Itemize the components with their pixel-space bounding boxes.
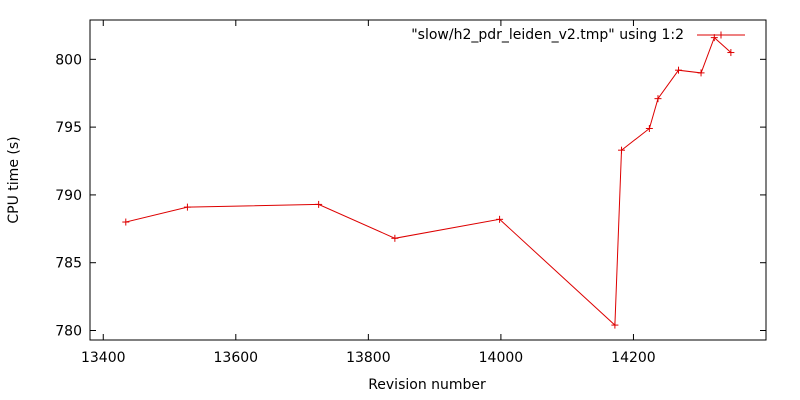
x-tick-label: 13800 xyxy=(346,350,391,366)
data-point xyxy=(611,321,619,329)
y-tick-label: 790 xyxy=(55,188,82,204)
y-tick-label: 795 xyxy=(55,120,82,136)
data-point xyxy=(618,146,626,154)
data-point xyxy=(496,215,504,223)
data-point xyxy=(697,69,705,77)
legend-marker xyxy=(717,31,725,39)
series-line xyxy=(125,36,732,327)
legend-marker-plus xyxy=(717,31,725,39)
legend-label: "slow/h2_pdr_leiden_v2.tmp" using 1:2 xyxy=(411,27,684,43)
data-point xyxy=(315,200,323,208)
data-point xyxy=(654,95,662,103)
x-tick-label: 13400 xyxy=(81,350,126,366)
x-tick-label: 14000 xyxy=(479,350,524,366)
x-axis-label: Revision number xyxy=(368,377,486,393)
y-tick-label: 785 xyxy=(55,256,82,272)
data-point xyxy=(391,234,399,242)
y-tick-label: 780 xyxy=(55,324,82,340)
x-tick-label: 14200 xyxy=(611,350,656,366)
data-point xyxy=(645,124,653,132)
y-axis-ticks: 780 785 790 795 800 xyxy=(55,52,766,340)
legend: "slow/h2_pdr_leiden_v2.tmp" using 1:2 xyxy=(411,27,745,43)
data-point xyxy=(675,66,683,74)
data-point xyxy=(122,218,130,226)
x-tick-label: 13600 xyxy=(214,350,259,366)
series-layer xyxy=(122,34,735,329)
x-axis-ticks: 13400 13600 13800 14000 14200 xyxy=(81,20,656,366)
plot-frame xyxy=(89,19,767,341)
data-point xyxy=(183,203,191,211)
y-axis-label: CPU time (s) xyxy=(6,136,22,223)
y-tick-label: 800 xyxy=(55,52,82,68)
data-point xyxy=(727,49,735,57)
